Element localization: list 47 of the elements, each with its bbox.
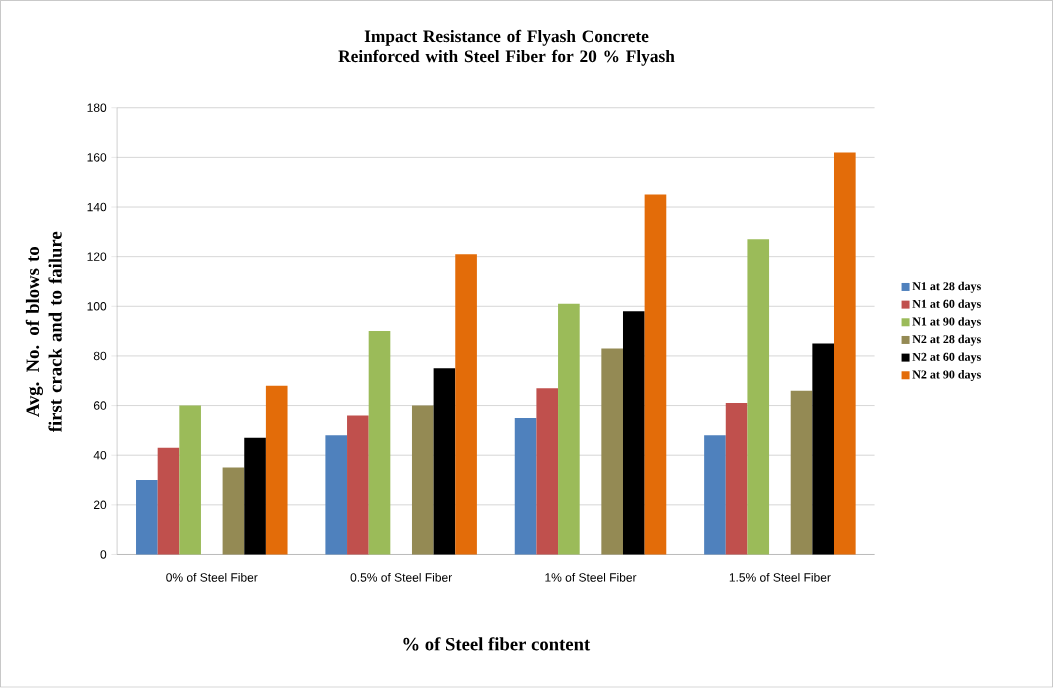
y-tick-label: 120 — [87, 252, 107, 262]
y-tick-label: 20 — [93, 500, 107, 510]
bar — [812, 343, 834, 555]
legend-label: N2 at 90 days — [912, 370, 981, 382]
bar — [622, 311, 645, 555]
bar — [558, 304, 580, 555]
y-tick-label: 180 — [87, 103, 107, 113]
legend-label: N1 at 90 days — [912, 317, 981, 329]
y-tick-label: 0 — [100, 550, 107, 559]
bar — [179, 405, 201, 555]
x-axis-title: % of Steel fiber content — [403, 637, 591, 651]
bar — [411, 405, 434, 555]
legend-label: N1 at 60 days — [912, 299, 981, 311]
bar — [747, 239, 770, 555]
bar — [514, 418, 537, 555]
bar — [347, 415, 369, 555]
x-tick-label: 0% of Steel Fiber — [166, 573, 258, 582]
y-tick-label: 80 — [93, 351, 107, 361]
chart-title: Impact Resistance of Flyash Concrete Reinforced with Steel Fiber for 20 % Flyash — [338, 29, 675, 66]
bar — [704, 435, 726, 555]
bar — [644, 194, 667, 555]
bar — [601, 348, 623, 555]
y-tick-label: 60 — [93, 401, 107, 411]
bar — [536, 388, 559, 555]
y-tick-label: 100 — [87, 302, 107, 311]
bar — [725, 403, 748, 555]
x-tick-label: 1% of Steel Fiber — [545, 573, 637, 582]
legend-label: N2 at 60 days — [912, 352, 981, 364]
bar — [834, 152, 856, 555]
bar — [325, 435, 348, 555]
bar — [136, 480, 158, 555]
bar — [368, 331, 391, 555]
bar — [433, 368, 456, 555]
legend-label: N2 at 28 days — [912, 334, 981, 346]
y-tick-label: 140 — [87, 202, 107, 212]
x-tick-label: 1.5% of Steel Fiber — [729, 573, 831, 582]
bar — [265, 385, 288, 555]
bar — [157, 447, 180, 555]
y-tick-label: 40 — [93, 451, 107, 460]
legend-label: N1 at 28 days — [912, 282, 981, 293]
bar — [222, 467, 245, 555]
y-tick-label: 160 — [87, 153, 107, 162]
bar — [790, 390, 813, 555]
y-axis-title: Avg. No. of blows to first crack and to failure — [25, 232, 62, 433]
bar — [455, 254, 477, 555]
x-tick-label: 0.5% of Steel Fiber — [350, 573, 452, 582]
bar — [244, 438, 266, 555]
